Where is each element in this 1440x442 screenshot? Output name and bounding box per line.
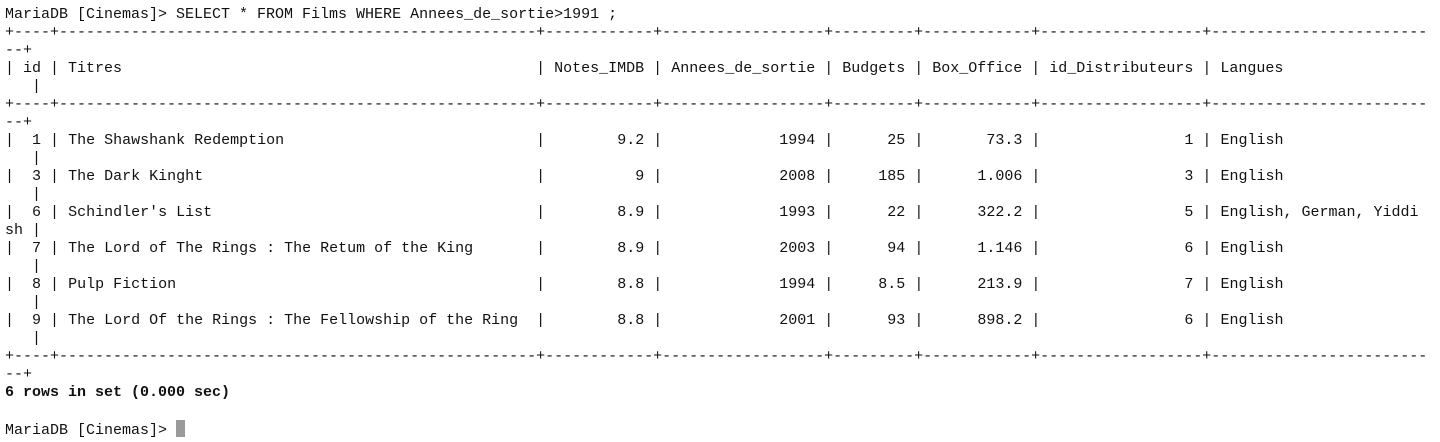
cell: 9 bbox=[32, 312, 42, 329]
cell: Pulp Fiction bbox=[68, 276, 177, 293]
cell: 7 bbox=[1184, 276, 1194, 293]
table-border: +----+----------------------------------… bbox=[5, 348, 1428, 383]
table-row: | 7 | The Lord of The Rings : The Retum … bbox=[5, 240, 1284, 275]
cell: 2008 bbox=[779, 168, 816, 185]
table-row: | 6 | Schindler's List | 8.9 | 1993 | 22… bbox=[5, 204, 1419, 239]
header-row: | id | Titres | Notes_IMDB | Annees_de_s… bbox=[5, 60, 1284, 95]
cell: 8.9 bbox=[617, 204, 645, 221]
cell: English bbox=[1220, 132, 1284, 149]
table-row: | 8 | Pulp Fiction | 8.8 | 1994 | 8.5 | … bbox=[5, 276, 1284, 311]
column-header: Notes_IMDB bbox=[554, 60, 645, 77]
column-header: id bbox=[23, 60, 42, 77]
column-header: Box_Office bbox=[932, 60, 1023, 77]
column-header: id_Distributeurs bbox=[1049, 60, 1194, 77]
column-header: Budgets bbox=[842, 60, 906, 77]
cell: 1.146 bbox=[977, 240, 1023, 257]
cell: English bbox=[1220, 240, 1284, 257]
blank-line bbox=[5, 402, 1427, 420]
column-header: Langues bbox=[1220, 60, 1284, 77]
cell: 1.006 bbox=[977, 168, 1023, 185]
cursor bbox=[176, 420, 186, 437]
prompt: MariaDB [Cinemas]> bbox=[5, 422, 168, 439]
cell: 7 bbox=[32, 240, 42, 257]
cell: English bbox=[1220, 276, 1284, 293]
status-line: 6 rows in set (0.000 sec) bbox=[5, 384, 1427, 402]
cell: 25 bbox=[887, 132, 906, 149]
cell: 1994 bbox=[779, 276, 816, 293]
cell: 8 bbox=[32, 276, 42, 293]
cell: 5 bbox=[1184, 204, 1194, 221]
cell: The Dark Kinght bbox=[68, 168, 204, 185]
cell: 22 bbox=[887, 204, 906, 221]
cell: 6 bbox=[1184, 240, 1194, 257]
cell: The Lord of The Rings : The Retum of the… bbox=[68, 240, 474, 257]
cell: 94 bbox=[887, 240, 906, 257]
cell: 9.2 bbox=[617, 132, 645, 149]
cell: 1 bbox=[1184, 132, 1194, 149]
table-row: | 3 | The Dark Kinght | 9 | 2008 | 185 |… bbox=[5, 168, 1284, 203]
cell: 213.9 bbox=[977, 276, 1023, 293]
cell: 2001 bbox=[779, 312, 816, 329]
cell: 1 bbox=[32, 132, 42, 149]
cell: 8.8 bbox=[617, 276, 645, 293]
cell: 8.9 bbox=[617, 240, 645, 257]
cell: 8.5 bbox=[878, 276, 906, 293]
column-header: Annees_de_sortie bbox=[671, 60, 816, 77]
cell: 93 bbox=[887, 312, 906, 329]
cell: The Lord Of the Rings : The Fellowship o… bbox=[68, 312, 519, 329]
cell: 8.8 bbox=[617, 312, 645, 329]
cell: The Shawshank Redemption bbox=[68, 132, 285, 149]
cell: 3 bbox=[32, 168, 42, 185]
cell: 6 bbox=[1184, 312, 1194, 329]
prompt-line: MariaDB [Cinemas]> bbox=[5, 420, 1427, 440]
cell: 185 bbox=[878, 168, 906, 185]
cell: 9 bbox=[635, 168, 645, 185]
cell: English, German, Yiddish bbox=[5, 204, 1419, 239]
cell: 2003 bbox=[779, 240, 816, 257]
table-row: | 1 | The Shawshank Redemption | 9.2 | 1… bbox=[5, 132, 1284, 167]
column-header: Titres bbox=[68, 60, 123, 77]
table-border: +----+----------------------------------… bbox=[5, 96, 1428, 131]
cell: 1994 bbox=[779, 132, 816, 149]
cell: 73.3 bbox=[986, 132, 1023, 149]
cell: 898.2 bbox=[977, 312, 1023, 329]
cell: Schindler's List bbox=[68, 204, 213, 221]
cell: English bbox=[1220, 168, 1284, 185]
command: MariaDB [Cinemas]> SELECT * FROM Films W… bbox=[5, 6, 618, 23]
table-border: +----+----------------------------------… bbox=[5, 24, 1428, 59]
cell: 322.2 bbox=[977, 204, 1023, 221]
status: 6 rows in set (0.000 sec) bbox=[5, 384, 231, 401]
cell: 1993 bbox=[779, 204, 816, 221]
cell: English bbox=[1220, 312, 1284, 329]
cell: 3 bbox=[1184, 168, 1194, 185]
command-line: MariaDB [Cinemas]> SELECT * FROM Films W… bbox=[5, 6, 1427, 24]
cell: 6 bbox=[32, 204, 42, 221]
table-row: | 9 | The Lord Of the Rings : The Fellow… bbox=[5, 312, 1284, 347]
